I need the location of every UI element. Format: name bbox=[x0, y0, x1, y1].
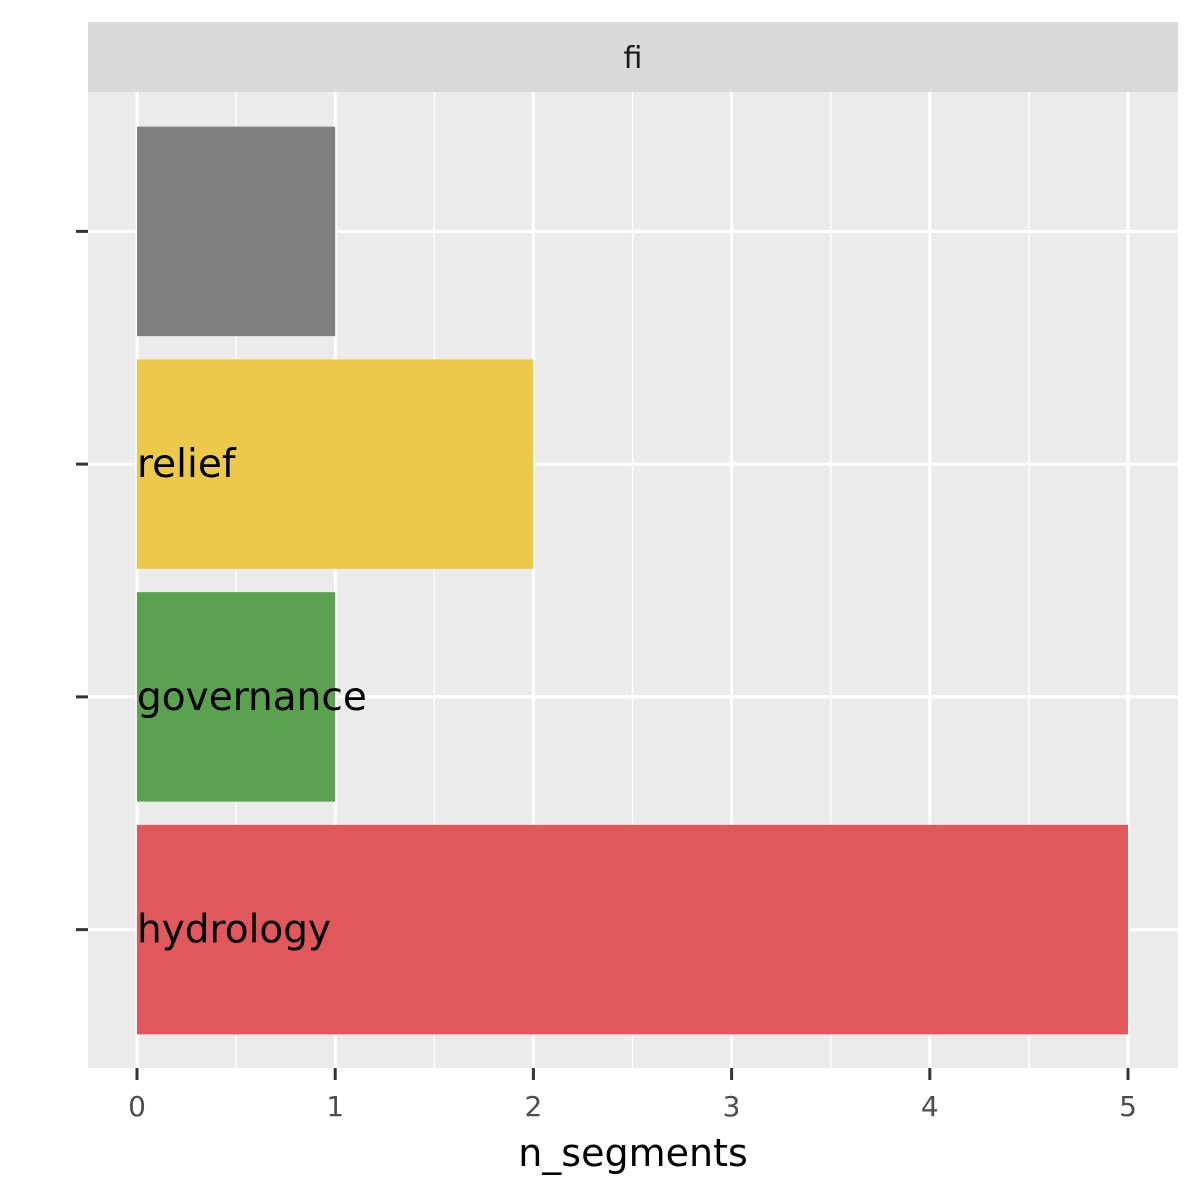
x-axis-title: n_segments bbox=[518, 1131, 748, 1175]
x-tick-label: 3 bbox=[723, 1090, 741, 1123]
bar-label: relief bbox=[137, 442, 237, 487]
facet-label: fi bbox=[624, 41, 643, 76]
bar bbox=[137, 126, 336, 337]
bar bbox=[137, 824, 1128, 1035]
x-axis-ticks: 0 1 2 3 4 5 bbox=[128, 1068, 1137, 1123]
bars bbox=[137, 126, 1128, 1035]
x-tick-label: 4 bbox=[921, 1090, 939, 1123]
x-tick-label: 1 bbox=[326, 1090, 344, 1123]
bar bbox=[137, 359, 534, 569]
y-axis-ticks bbox=[76, 229, 88, 932]
x-tick-label: 2 bbox=[524, 1090, 542, 1123]
bar-labels: relief governance hydrology bbox=[137, 442, 367, 953]
facet-strip bbox=[88, 22, 1178, 92]
x-tick-label: 0 bbox=[128, 1090, 146, 1123]
x-tick-label: 5 bbox=[1119, 1090, 1137, 1123]
bar bbox=[137, 592, 336, 802]
bar-label: governance bbox=[137, 675, 367, 720]
bar-label: hydrology bbox=[137, 908, 331, 953]
